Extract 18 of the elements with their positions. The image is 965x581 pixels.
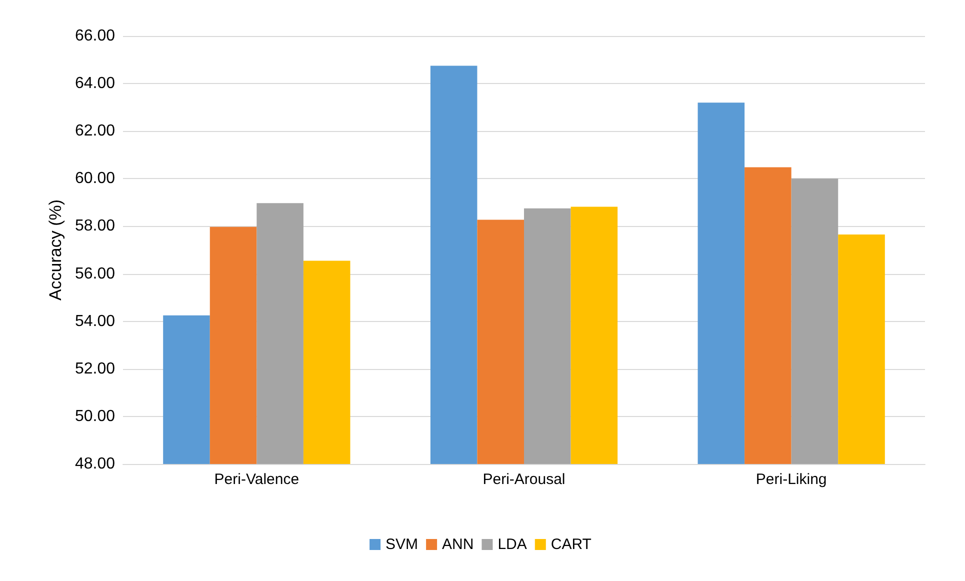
y-tick-label: 64.00	[74, 75, 116, 92]
y-tick-label: 50.00	[74, 408, 116, 425]
legend-label: LDA	[498, 536, 527, 553]
y-tick-label: 54.00	[74, 312, 116, 330]
y-axis-title: Accuracy (%)	[46, 199, 66, 301]
legend-label: ANN	[442, 536, 474, 553]
x-tick-label: Peri-Liking	[756, 471, 827, 488]
y-tick-label: 62.00	[74, 122, 116, 140]
y-tick-label: 48.00	[74, 456, 116, 472]
legend-label: SVM	[386, 536, 418, 553]
legend-label: CART	[550, 536, 592, 553]
y-tick-label: 56.00	[74, 265, 116, 282]
x-tick-label: Peri-Valence	[214, 471, 300, 488]
y-tick-label: 52.00	[74, 360, 116, 378]
y-tick-label: 58.00	[74, 218, 116, 235]
y-tick-label: 66.00	[74, 28, 116, 44]
x-tick-label: Peri-Arousal	[482, 471, 566, 488]
y-tick-label: 60.00	[74, 170, 116, 188]
